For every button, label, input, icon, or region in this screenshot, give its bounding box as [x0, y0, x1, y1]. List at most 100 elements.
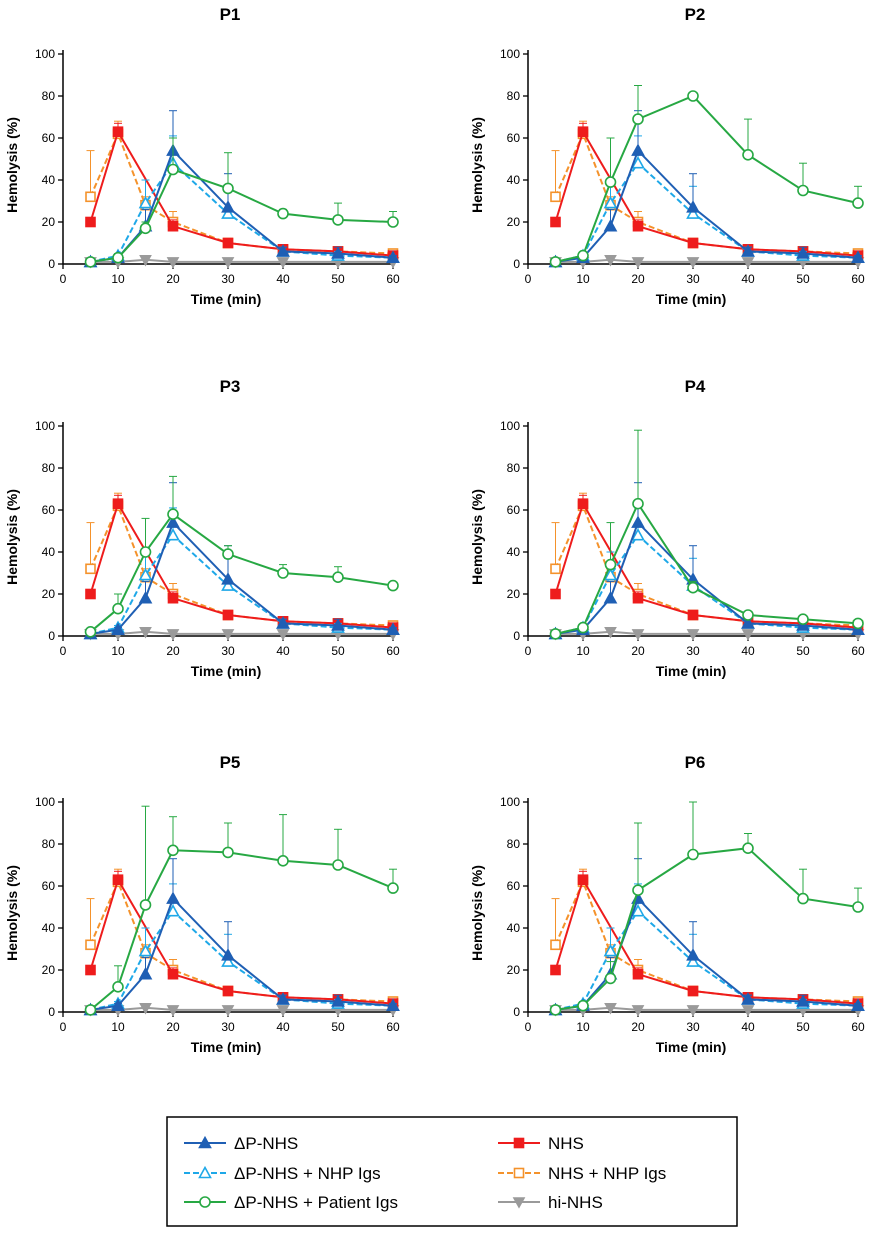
data-point: [549, 256, 562, 268]
data-point: [797, 184, 809, 197]
data-point: [387, 882, 399, 894]
data-point: [332, 571, 344, 584]
panel-p4: P4 0 10 20 30 40 50 60 0 20 40 60 80 100 Time (min) Hem…: [469, 377, 865, 679]
data-point: [687, 90, 699, 102]
data-point: [332, 214, 344, 226]
data-point: [604, 558, 617, 571]
data-point: [167, 592, 179, 604]
x-tick-label: 60: [851, 1020, 865, 1034]
y-tick-label: 40: [507, 921, 521, 935]
data-point: [631, 1005, 645, 1017]
series-line: [90, 896, 394, 1011]
x-tick-label: 60: [851, 272, 865, 286]
x-tick-label: 50: [796, 272, 810, 286]
data-point: [686, 206, 700, 219]
series-line: [555, 161, 859, 263]
x-tick-label: 0: [525, 272, 532, 286]
x-tick-label: 0: [60, 644, 67, 658]
data-point: [85, 191, 96, 203]
data-point: [221, 206, 235, 219]
legend-label: ΔP-NHS: [234, 1134, 298, 1153]
data-point: [686, 257, 700, 269]
data-point: [112, 980, 124, 993]
x-axis-label: Time (min): [191, 291, 262, 307]
x-tick-label: 20: [166, 644, 180, 658]
y-axis-label: Hemolysis (%): [469, 865, 485, 961]
x-tick-label: 10: [111, 644, 125, 658]
series-line: [555, 847, 859, 1011]
data-point: [166, 904, 180, 917]
data-point: [138, 591, 153, 604]
data-point: [166, 528, 180, 541]
series-line: [89, 512, 394, 633]
x-axis-label: Time (min): [191, 1039, 262, 1055]
x-tick-label: 20: [166, 272, 180, 286]
data-point: [222, 182, 234, 195]
data-point: [741, 992, 755, 1005]
series-line: [89, 879, 394, 1003]
data-point: [139, 255, 152, 267]
data-point: [631, 143, 645, 156]
series-p-nhs-patient-igs: [549, 85, 864, 268]
legend-marker: [199, 1196, 211, 1208]
data-point: [85, 563, 96, 575]
data-point: [111, 622, 125, 636]
y-tick-label: 0: [513, 257, 520, 271]
data-point: [138, 967, 153, 980]
series-line: [554, 503, 859, 627]
y-tick-label: 100: [35, 419, 55, 433]
legend-label: ΔP-NHS + NHP Igs: [234, 1164, 381, 1183]
data-point: [686, 954, 700, 967]
data-point: [276, 257, 290, 269]
y-tick-label: 80: [507, 89, 521, 103]
x-axis-label: Time (min): [656, 1039, 727, 1055]
y-tick-label: 80: [42, 89, 56, 103]
data-point: [687, 609, 699, 621]
data-point: [276, 1005, 290, 1017]
x-tick-label: 50: [331, 644, 345, 658]
y-axis-label: Hemolysis (%): [469, 117, 485, 213]
data-point: [742, 149, 754, 161]
data-point: [222, 609, 234, 621]
y-tick-label: 20: [42, 215, 56, 229]
data-point: [550, 191, 561, 203]
x-tick-label: 50: [331, 272, 345, 286]
data-point: [221, 572, 235, 585]
data-point: [550, 939, 561, 951]
y-tick-label: 40: [42, 921, 56, 935]
data-point: [332, 859, 344, 871]
panel-title: P5: [220, 753, 241, 772]
series-p-nhs: [83, 482, 400, 640]
series-line: [89, 503, 394, 627]
data-point: [603, 195, 618, 209]
y-axis-label: Hemolysis (%): [4, 489, 20, 585]
x-tick-label: 10: [111, 272, 125, 286]
y-tick-label: 20: [42, 963, 56, 977]
data-point: [549, 1004, 562, 1016]
data-point: [550, 216, 561, 228]
data-point: [331, 246, 345, 259]
series-line: [555, 258, 858, 263]
data-point: [221, 954, 235, 967]
data-point: [631, 904, 645, 917]
x-tick-label: 0: [525, 644, 532, 658]
panel-title: P3: [220, 377, 241, 396]
data-point: [632, 592, 644, 604]
series-line: [90, 168, 394, 263]
data-point: [85, 216, 96, 228]
x-tick-label: 20: [631, 644, 645, 658]
x-tick-label: 60: [386, 1020, 400, 1034]
data-point: [603, 591, 618, 604]
data-point: [84, 256, 97, 268]
legend-label: ΔP-NHS + Patient Igs: [234, 1193, 398, 1212]
y-tick-label: 60: [507, 503, 521, 517]
y-tick-label: 0: [513, 1005, 520, 1019]
data-point: [331, 994, 345, 1007]
x-tick-label: 0: [60, 1020, 67, 1034]
data-point: [604, 176, 617, 188]
y-tick-label: 20: [507, 587, 521, 601]
data-point: [631, 515, 645, 528]
data-point: [797, 892, 809, 905]
data-point: [604, 255, 617, 267]
data-point: [741, 244, 755, 257]
